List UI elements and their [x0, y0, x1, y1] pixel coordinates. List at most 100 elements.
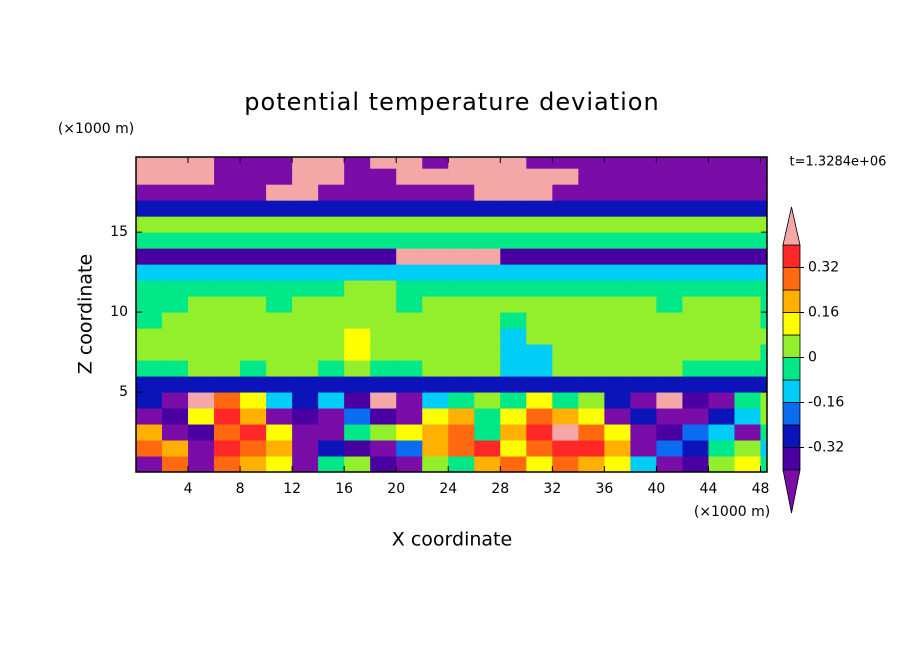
contour-cell — [656, 264, 683, 281]
contour-cell — [448, 456, 475, 472]
contour-cell — [318, 392, 345, 409]
contour-cell — [682, 168, 709, 185]
contour-cell — [136, 184, 163, 201]
contour-cell — [552, 344, 579, 361]
contour-cell — [682, 344, 709, 361]
contour-cell — [630, 456, 657, 472]
contour-cell — [370, 168, 397, 185]
contour-cell — [448, 216, 475, 233]
contour-cell — [292, 408, 319, 425]
colorbar-box — [782, 312, 801, 336]
contour-cell — [630, 376, 657, 393]
contour-cell — [188, 184, 215, 201]
contour-cell — [136, 296, 163, 313]
contour-cell — [578, 264, 605, 281]
contour-cell — [240, 456, 267, 472]
contour-cell — [396, 200, 423, 217]
contour-cell — [630, 360, 657, 377]
contour-cell — [552, 248, 579, 265]
contour-cell — [760, 280, 767, 297]
contour-cell — [578, 440, 605, 457]
contour-cell — [240, 312, 267, 329]
contour-cell — [318, 232, 345, 249]
contour-cell — [344, 296, 371, 313]
contour-cell — [604, 456, 631, 472]
contour-cell — [656, 157, 683, 169]
contour-cell — [604, 216, 631, 233]
contour-cell — [760, 344, 767, 361]
contour-cell — [500, 328, 527, 345]
contour-cell — [552, 168, 579, 185]
contour-cell — [266, 392, 293, 409]
contour-cell — [396, 264, 423, 281]
contour-cell — [526, 168, 553, 185]
contour-cell — [500, 264, 527, 281]
contour-cell — [500, 296, 527, 313]
colorbar-box — [782, 244, 801, 268]
contour-cell — [292, 296, 319, 313]
contour-cell — [448, 344, 475, 361]
contour-cell — [344, 157, 371, 169]
contour-cell — [240, 296, 267, 313]
contour-cell — [760, 232, 767, 249]
contour-cell — [396, 296, 423, 313]
contour-cell — [526, 232, 553, 249]
contour-cell — [448, 360, 475, 377]
contour-cell — [422, 392, 449, 409]
contour-cell — [344, 328, 371, 345]
contour-cell — [656, 216, 683, 233]
contour-cell — [578, 360, 605, 377]
contour-cell — [552, 312, 579, 329]
contour-cell — [136, 157, 163, 169]
contour-cell — [318, 200, 345, 217]
contour-cell — [526, 280, 553, 297]
contour-cell — [604, 408, 631, 425]
contour-cell — [526, 344, 553, 361]
contour-cell — [214, 344, 241, 361]
contour-cell — [630, 157, 657, 169]
colorbar-box — [782, 424, 801, 448]
contour-cell — [214, 184, 241, 201]
colorbar-box — [782, 267, 801, 291]
contour-cell — [292, 392, 319, 409]
contour-cell — [448, 296, 475, 313]
contour-cell — [656, 280, 683, 297]
contour-cell — [266, 360, 293, 377]
contour-cell — [396, 168, 423, 185]
contour-cell — [500, 280, 527, 297]
contour-cell — [240, 184, 267, 201]
contour-cell — [266, 376, 293, 393]
contour-cell — [604, 168, 631, 185]
contour-cell — [240, 232, 267, 249]
contour-cell — [162, 408, 189, 425]
contour-cell — [396, 392, 423, 409]
contour-cell — [708, 344, 735, 361]
contour-cell — [344, 392, 371, 409]
contour-cell — [708, 216, 735, 233]
contour-cell — [370, 184, 397, 201]
contour-cell — [682, 312, 709, 329]
contour-cell — [188, 360, 215, 377]
contour-cell — [214, 424, 241, 441]
contour-cell — [188, 200, 215, 217]
contour-cell — [630, 200, 657, 217]
contour-cell — [526, 157, 553, 169]
colorbar-bottom-triangle — [782, 469, 801, 514]
x-tick-label: 36 — [595, 481, 613, 497]
contour-cell — [240, 360, 267, 377]
contour-cell — [656, 248, 683, 265]
contour-cell — [474, 280, 501, 297]
contour-cell — [318, 280, 345, 297]
contour-cell — [136, 200, 163, 217]
contour-cell — [266, 264, 293, 281]
contour-cell — [474, 216, 501, 233]
contour-cell — [708, 232, 735, 249]
contour-cell — [240, 280, 267, 297]
contour-cell — [604, 312, 631, 329]
contour-cell — [162, 392, 189, 409]
contour-cell — [188, 248, 215, 265]
contour-cell — [162, 376, 189, 393]
contour-cell — [630, 168, 657, 185]
contour-cell — [136, 312, 163, 329]
